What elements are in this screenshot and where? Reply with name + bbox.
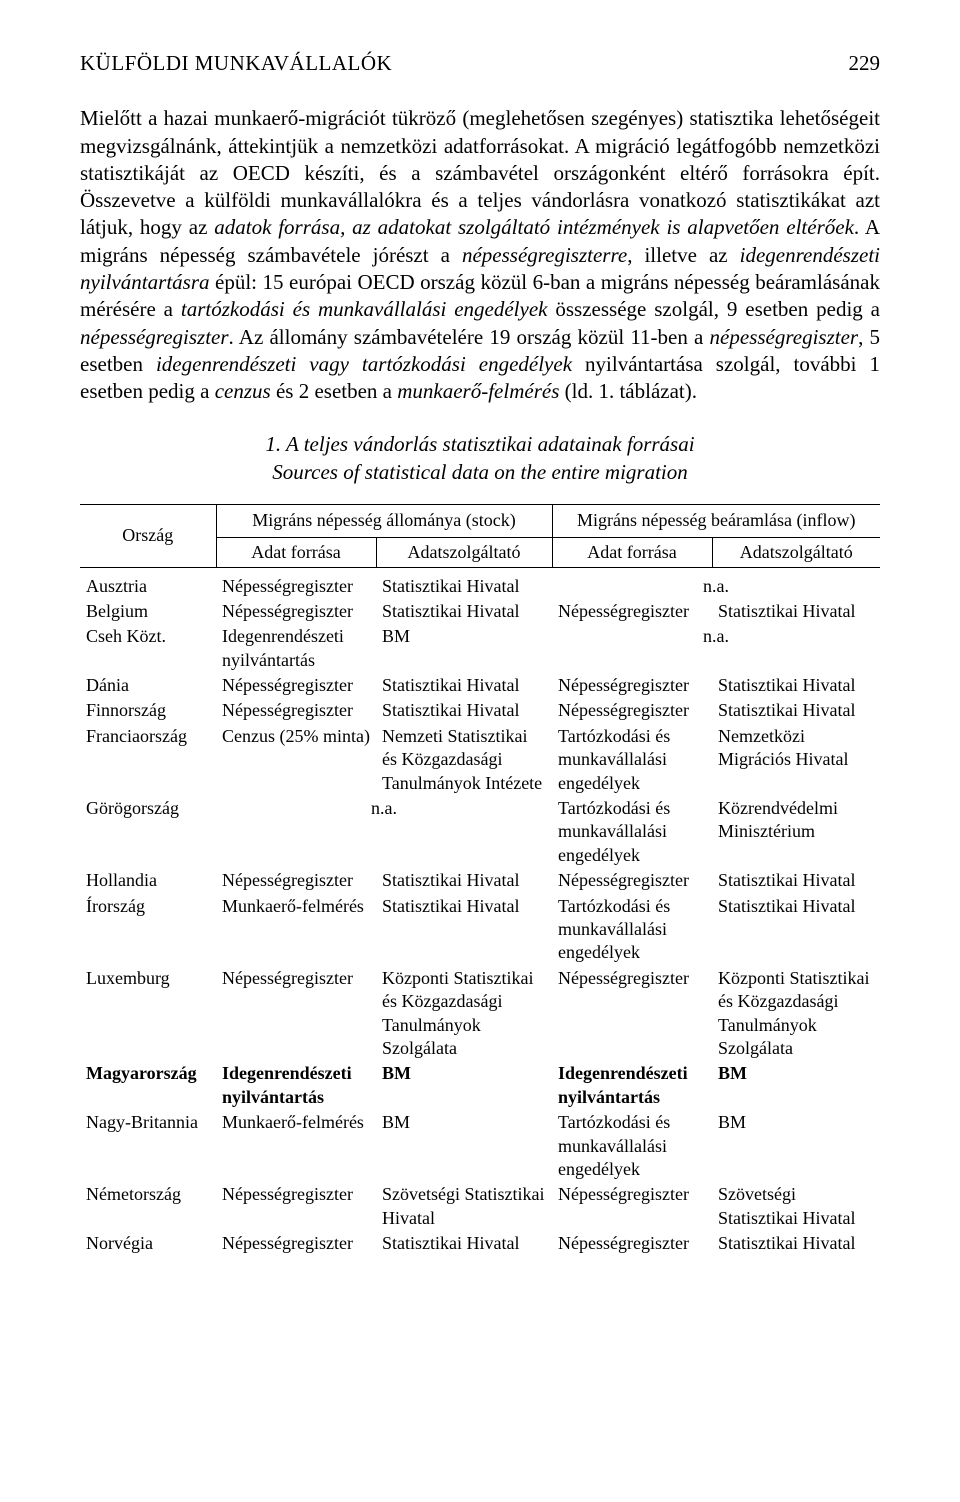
cell-country: Hollandia bbox=[80, 868, 216, 893]
cell-inflow-provider: Statisztikai Hivatal bbox=[712, 894, 880, 966]
cell-stock-provider: Statisztikai Hivatal bbox=[376, 599, 552, 624]
cell-country: Magyarország bbox=[80, 1061, 216, 1110]
cell-stock-provider: BM bbox=[376, 624, 552, 673]
cell-stock-provider: BM bbox=[376, 1110, 552, 1182]
cell-inflow-provider: BM bbox=[712, 1110, 880, 1182]
cell-stock-provider: BM bbox=[376, 1061, 552, 1110]
table-row: Nagy-BritanniaMunkaerő-felmérésBMTartózk… bbox=[80, 1110, 880, 1182]
cell-stock-source: Népességregiszter bbox=[216, 599, 376, 624]
cell-country: Görögország bbox=[80, 796, 216, 868]
table-title-line1: 1. A teljes vándorlás statisztikai adata… bbox=[265, 432, 694, 456]
cell-stock-source: Népességregiszter bbox=[216, 698, 376, 723]
table-title: 1. A teljes vándorlás statisztikai adata… bbox=[80, 430, 880, 487]
cell-inflow-source: Tartózkodási és munkavállalási engedélye… bbox=[552, 724, 712, 796]
cell-country: Írország bbox=[80, 894, 216, 966]
cell-stock-source: Népességregiszter bbox=[216, 574, 376, 599]
page-header: KÜLFÖLDI MUNKAVÁLLALÓK 229 bbox=[80, 50, 880, 77]
cell-country: Cseh Közt. bbox=[80, 624, 216, 673]
cell-inflow-provider: Statisztikai Hivatal bbox=[712, 868, 880, 893]
table-row: HollandiaNépességregiszterStatisztikai H… bbox=[80, 868, 880, 893]
migration-sources-table: Ország Migráns népesség állománya (stock… bbox=[80, 504, 880, 1256]
cell-stock-source: Idegenrendészeti nyilvántartás bbox=[216, 1061, 376, 1110]
cell-country: Luxemburg bbox=[80, 966, 216, 1062]
cell-country: Németország bbox=[80, 1182, 216, 1231]
cell-stock-source: Cenzus (25% minta) bbox=[216, 724, 376, 796]
cell-inflow-na: n.a. bbox=[552, 574, 880, 599]
th-provider-1: Adatszolgáltató bbox=[376, 537, 552, 567]
cell-inflow-source: Népességregiszter bbox=[552, 1231, 712, 1256]
table-row: FranciaországCenzus (25% minta)Nemzeti S… bbox=[80, 724, 880, 796]
body-paragraph: Mielőtt a hazai munkaerő-migrációt tükrö… bbox=[80, 105, 880, 405]
cell-country: Dánia bbox=[80, 673, 216, 698]
cell-stock-provider: Statisztikai Hivatal bbox=[376, 1231, 552, 1256]
cell-inflow-provider: Központi Statisztikai és Közgazdasági Ta… bbox=[712, 966, 880, 1062]
cell-inflow-source: Népességregiszter bbox=[552, 1182, 712, 1231]
cell-inflow-source: Népességregiszter bbox=[552, 698, 712, 723]
table-row: FinnországNépességregiszterStatisztikai … bbox=[80, 698, 880, 723]
cell-stock-na: n.a. bbox=[216, 796, 552, 868]
cell-stock-provider: Statisztikai Hivatal bbox=[376, 673, 552, 698]
cell-country: Franciaország bbox=[80, 724, 216, 796]
cell-stock-provider: Szövetségi Statisztikai Hivatal bbox=[376, 1182, 552, 1231]
table-row: DániaNépességregiszterStatisztikai Hivat… bbox=[80, 673, 880, 698]
cell-inflow-provider: Statisztikai Hivatal bbox=[712, 599, 880, 624]
cell-inflow-source: Népességregiszter bbox=[552, 673, 712, 698]
cell-stock-source: Munkaerő-felmérés bbox=[216, 894, 376, 966]
table-row: ÍrországMunkaerő-felmérésStatisztikai Hi… bbox=[80, 894, 880, 966]
table-body: AusztriaNépességregiszterStatisztikai Hi… bbox=[80, 568, 880, 1257]
cell-inflow-source: Népességregiszter bbox=[552, 599, 712, 624]
cell-stock-source: Népességregiszter bbox=[216, 868, 376, 893]
cell-country: Norvégia bbox=[80, 1231, 216, 1256]
cell-inflow-source: Idegenrendészeti nyilvántartás bbox=[552, 1061, 712, 1110]
cell-inflow-provider: Nemzetközi Migrációs Hivatal bbox=[712, 724, 880, 796]
running-head: KÜLFÖLDI MUNKAVÁLLALÓK bbox=[80, 50, 392, 77]
cell-stock-source: Idegenrendészeti nyilvántartás bbox=[216, 624, 376, 673]
cell-stock-source: Munkaerő-felmérés bbox=[216, 1110, 376, 1182]
cell-stock-provider: Statisztikai Hivatal bbox=[376, 574, 552, 599]
cell-stock-provider: Központi Statisztikai és Közgazdasági Ta… bbox=[376, 966, 552, 1062]
cell-country: Ausztria bbox=[80, 574, 216, 599]
cell-country: Finnország bbox=[80, 698, 216, 723]
th-source-2: Adat forrása bbox=[552, 537, 712, 567]
table-row: AusztriaNépességregiszterStatisztikai Hi… bbox=[80, 574, 880, 599]
cell-inflow-provider: Statisztikai Hivatal bbox=[712, 1231, 880, 1256]
cell-inflow-source: Népességregiszter bbox=[552, 966, 712, 1062]
table-row: NémetországNépességregiszterSzövetségi S… bbox=[80, 1182, 880, 1231]
table-row: MagyarországIdegenrendészeti nyilvántart… bbox=[80, 1061, 880, 1110]
table-title-line2: Sources of statistical data on the entir… bbox=[272, 460, 688, 484]
cell-stock-provider: Nemzeti Statisztikai és Közgazdasági Tan… bbox=[376, 724, 552, 796]
cell-stock-source: Népességregiszter bbox=[216, 966, 376, 1062]
cell-inflow-source: Népességregiszter bbox=[552, 868, 712, 893]
cell-stock-source: Népességregiszter bbox=[216, 673, 376, 698]
table-row: BelgiumNépességregiszterStatisztikai Hiv… bbox=[80, 599, 880, 624]
th-provider-2: Adatszolgáltató bbox=[712, 537, 880, 567]
cell-inflow-provider: Közrendvédelmi Minisztérium bbox=[712, 796, 880, 868]
th-inflow: Migráns népesség beáramlása (inflow) bbox=[552, 505, 880, 537]
cell-stock-provider: Statisztikai Hivatal bbox=[376, 698, 552, 723]
cell-inflow-na: n.a. bbox=[552, 624, 880, 673]
th-stock: Migráns népesség állománya (stock) bbox=[216, 505, 552, 537]
cell-country: Belgium bbox=[80, 599, 216, 624]
cell-inflow-source: Tartózkodási és munkavállalási engedélye… bbox=[552, 894, 712, 966]
th-source-1: Adat forrása bbox=[216, 537, 376, 567]
cell-stock-provider: Statisztikai Hivatal bbox=[376, 894, 552, 966]
page-number: 229 bbox=[849, 50, 881, 77]
cell-inflow-source: Tartózkodási és munkavállalási engedélye… bbox=[552, 1110, 712, 1182]
table-row: NorvégiaNépességregiszterStatisztikai Hi… bbox=[80, 1231, 880, 1256]
table-row: Cseh Közt.Idegenrendészeti nyilvántartás… bbox=[80, 624, 880, 673]
cell-stock-source: Népességregiszter bbox=[216, 1182, 376, 1231]
cell-inflow-source: Tartózkodási és munkavállalási engedélye… bbox=[552, 796, 712, 868]
th-country: Ország bbox=[80, 505, 216, 568]
table-row: Görögországn.a.Tartózkodási és munkaváll… bbox=[80, 796, 880, 868]
cell-stock-provider: Statisztikai Hivatal bbox=[376, 868, 552, 893]
cell-inflow-provider: BM bbox=[712, 1061, 880, 1110]
cell-stock-source: Népességregiszter bbox=[216, 1231, 376, 1256]
table-row: LuxemburgNépességregiszterKözponti Stati… bbox=[80, 966, 880, 1062]
cell-inflow-provider: Szövetségi Statisztikai Hivatal bbox=[712, 1182, 880, 1231]
cell-country: Nagy-Britannia bbox=[80, 1110, 216, 1182]
cell-inflow-provider: Statisztikai Hivatal bbox=[712, 673, 880, 698]
cell-inflow-provider: Statisztikai Hivatal bbox=[712, 698, 880, 723]
